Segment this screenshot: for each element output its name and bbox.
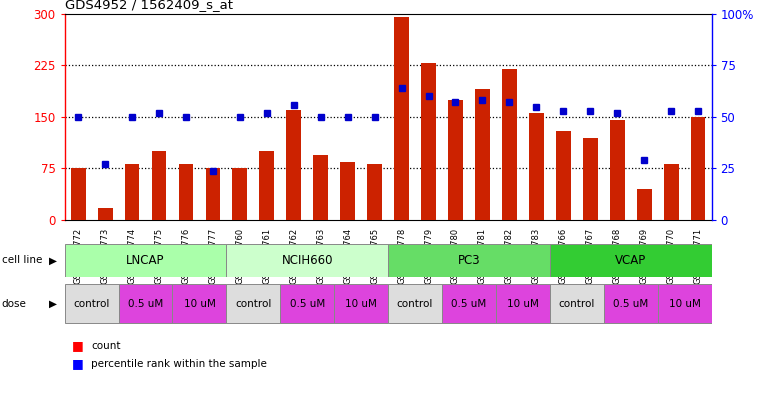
- Bar: [550, 244, 712, 277]
- Text: percentile rank within the sample: percentile rank within the sample: [91, 358, 267, 369]
- Bar: [173, 284, 227, 323]
- Bar: [119, 284, 173, 323]
- Text: count: count: [91, 341, 121, 351]
- Bar: [691, 117, 705, 220]
- Text: 10 uM: 10 uM: [507, 299, 539, 309]
- Text: ▶: ▶: [49, 255, 57, 265]
- Bar: [658, 284, 712, 323]
- Bar: [65, 244, 227, 277]
- Bar: [556, 130, 571, 220]
- Bar: [475, 90, 490, 220]
- Bar: [179, 163, 193, 220]
- Bar: [550, 284, 603, 323]
- Bar: [448, 100, 463, 220]
- Text: control: control: [74, 299, 110, 309]
- Bar: [125, 163, 139, 220]
- Bar: [65, 284, 119, 323]
- Bar: [583, 138, 597, 220]
- Text: 10 uM: 10 uM: [669, 299, 701, 309]
- Text: control: control: [235, 299, 272, 309]
- Bar: [286, 110, 301, 220]
- Bar: [388, 284, 442, 323]
- Bar: [151, 151, 167, 220]
- Text: NCIH660: NCIH660: [282, 254, 333, 267]
- Text: 0.5 uM: 0.5 uM: [451, 299, 486, 309]
- Bar: [603, 284, 658, 323]
- Text: 10 uM: 10 uM: [183, 299, 215, 309]
- Text: control: control: [397, 299, 433, 309]
- Text: LNCAP: LNCAP: [126, 254, 165, 267]
- Bar: [340, 162, 355, 220]
- Text: ▶: ▶: [49, 299, 57, 309]
- Bar: [97, 208, 113, 220]
- Bar: [421, 63, 436, 220]
- Bar: [496, 284, 550, 323]
- Text: PC3: PC3: [457, 254, 480, 267]
- Bar: [388, 244, 550, 277]
- Bar: [205, 169, 221, 220]
- Bar: [260, 151, 274, 220]
- Text: VCAP: VCAP: [615, 254, 646, 267]
- Bar: [227, 244, 388, 277]
- Bar: [314, 155, 328, 220]
- Bar: [394, 17, 409, 220]
- Bar: [610, 120, 625, 220]
- Bar: [529, 114, 544, 220]
- Bar: [280, 284, 334, 323]
- Text: 10 uM: 10 uM: [345, 299, 377, 309]
- Bar: [502, 69, 517, 220]
- Bar: [664, 163, 679, 220]
- Text: control: control: [559, 299, 595, 309]
- Text: ■: ■: [72, 357, 84, 370]
- Bar: [71, 169, 85, 220]
- Text: cell line: cell line: [2, 255, 42, 265]
- Bar: [442, 284, 496, 323]
- Text: 0.5 uM: 0.5 uM: [613, 299, 648, 309]
- Text: ■: ■: [72, 339, 84, 353]
- Bar: [334, 284, 388, 323]
- Bar: [227, 284, 280, 323]
- Bar: [368, 163, 382, 220]
- Text: GDS4952 / 1562409_s_at: GDS4952 / 1562409_s_at: [65, 0, 233, 11]
- Bar: [232, 169, 247, 220]
- Text: 0.5 uM: 0.5 uM: [128, 299, 163, 309]
- Text: dose: dose: [2, 299, 27, 309]
- Bar: [637, 189, 651, 220]
- Text: 0.5 uM: 0.5 uM: [290, 299, 325, 309]
